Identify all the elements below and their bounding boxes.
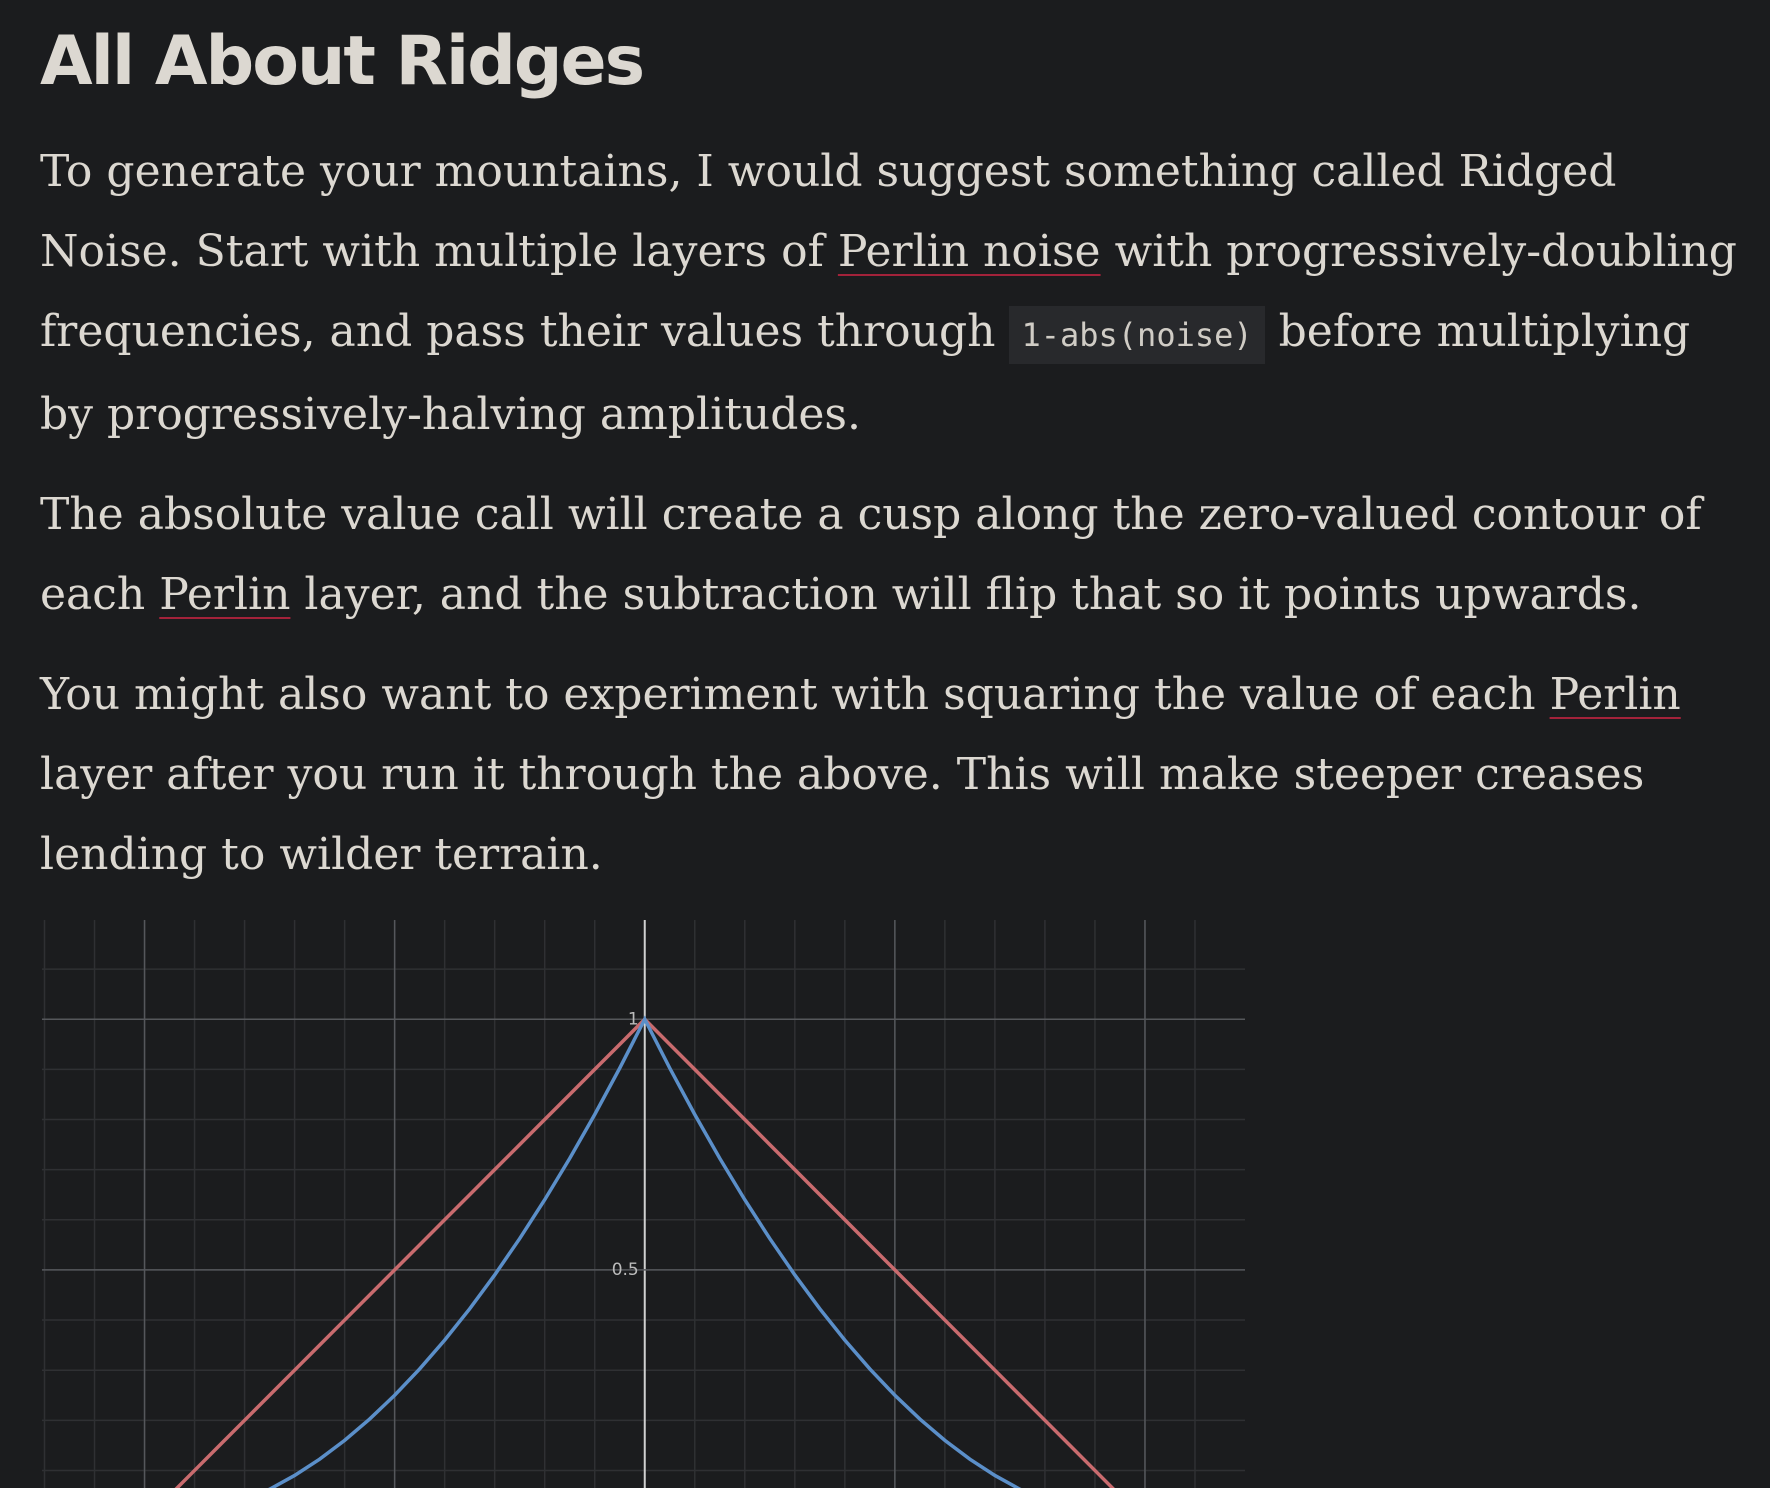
y-tick-label: 0.5 <box>612 1260 639 1280</box>
text: The absolute value call will create a cu… <box>40 489 1702 620</box>
paragraph: To generate your mountains, I would sugg… <box>40 132 1752 455</box>
paragraph: The absolute value call will create a cu… <box>40 475 1752 635</box>
series-line <box>268 1015 1022 1488</box>
link[interactable]: Perlin <box>1549 669 1681 720</box>
text: To generate your mountains, I would sugg… <box>40 146 1617 277</box>
link[interactable]: Perlin <box>159 569 291 620</box>
heading: All About Ridges <box>40 22 645 101</box>
text: before multiplying by progressively-halv… <box>40 306 1691 440</box>
text: with progressively-doubling frequencies,… <box>40 226 1737 357</box>
inline-code: 1-abs(noise) <box>1009 306 1265 364</box>
text: layer after you run it through the above… <box>40 749 1645 880</box>
chart: 0.51 <box>42 920 1245 1488</box>
y-tick-label: 1 <box>628 1009 639 1029</box>
plot-lines <box>174 1015 1115 1488</box>
link[interactable]: Perlin noise <box>837 226 1101 277</box>
text: You might also want to experiment with s… <box>40 669 1550 720</box>
paragraph: You might also want to experiment with s… <box>40 655 1752 895</box>
article-body: To generate your mountains, I would sugg… <box>40 132 1752 915</box>
text: layer, and the subtraction will flip tha… <box>290 569 1642 620</box>
